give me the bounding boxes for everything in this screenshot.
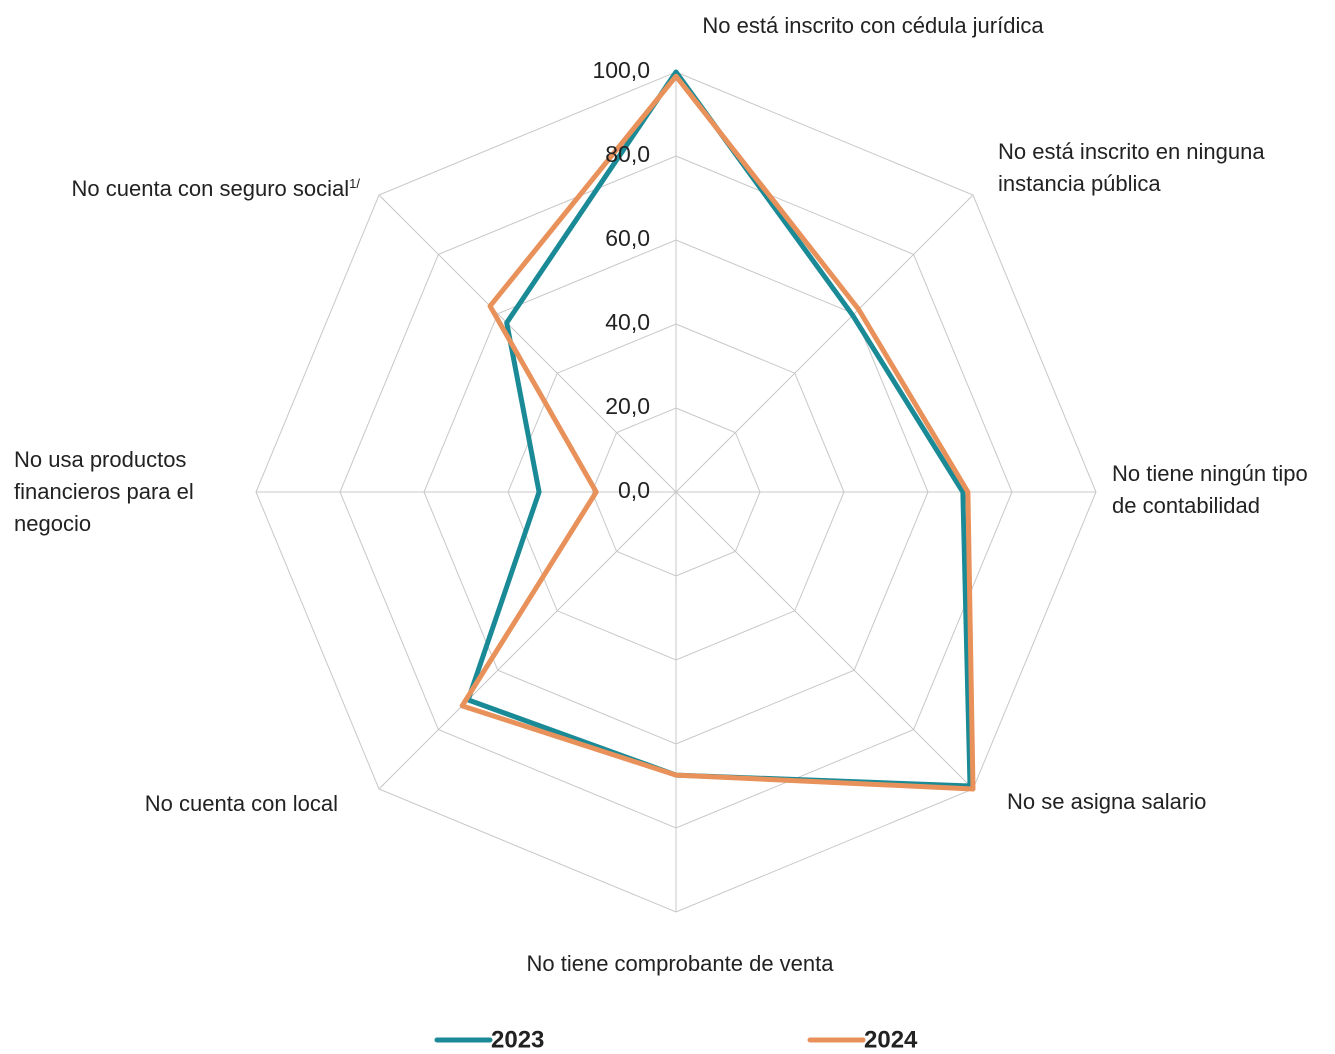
spoke — [378, 491, 677, 790]
category-label: No cuenta con seguro social1/ — [72, 168, 360, 205]
category-text: No cuenta con local — [144, 791, 338, 816]
category-label: No está inscrito con cédula jurídica — [702, 10, 1043, 42]
spoke — [378, 194, 677, 493]
spoke — [675, 491, 974, 790]
category-label: No tiene comprobante de venta — [527, 948, 834, 980]
category-label: No está inscrito en ninguna instancia pú… — [998, 136, 1298, 200]
footnote-marker: 1/ — [349, 176, 360, 191]
category-text: No está inscrito con cédula jurídica — [702, 13, 1044, 38]
series-line — [459, 73, 976, 792]
category-label: No se asigna salario — [1007, 786, 1206, 818]
category-text: No tiene ningún tipo de contabilidad — [1112, 461, 1308, 518]
r-tick-label: 100,0 — [592, 57, 650, 83]
legend-label: 2023 — [491, 1026, 544, 1053]
legend-label: 2024 — [864, 1026, 918, 1053]
r-tick-label: 80,0 — [605, 141, 650, 167]
category-text: No se asigna salario — [1007, 789, 1207, 814]
r-tick-label: 20,0 — [605, 393, 650, 419]
category-text: No usa productos financieros para el neg… — [14, 447, 194, 536]
category-text: No cuenta con seguro social — [71, 176, 350, 201]
category-text: No tiene comprobante de venta — [526, 951, 834, 976]
category-label: No tiene ningún tipo de contabilidad — [1112, 458, 1332, 522]
r-tick-label: 40,0 — [605, 309, 650, 335]
spoke — [675, 194, 974, 493]
category-text: No está inscrito en ninguna instancia pú… — [998, 139, 1265, 196]
series-line — [465, 69, 973, 789]
r-tick-label: 0,0 — [618, 477, 650, 503]
category-label: No usa productos financieros para el neg… — [14, 444, 224, 540]
r-tick-label: 60,0 — [605, 225, 650, 251]
category-label: No cuenta con local — [145, 788, 338, 820]
